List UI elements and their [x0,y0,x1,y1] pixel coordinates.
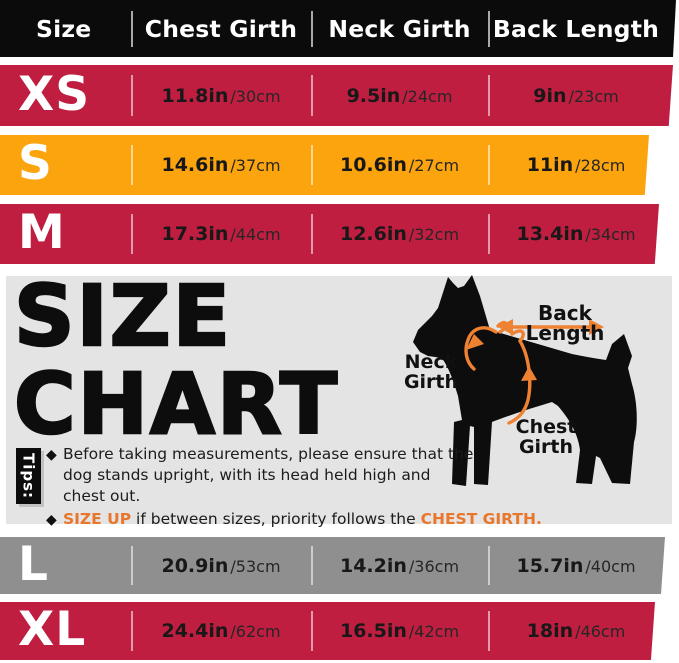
m-neck-value: 12.6in/32cm [339,223,460,245]
back-length-arrowhead-right [589,319,604,335]
column-divider [131,74,133,117]
column-divider [131,11,133,47]
column-divider [131,546,133,585]
neck-girth-arrowhead [466,334,484,350]
s-chest-value: 14.6in/37cm [161,154,281,176]
column-divider [488,546,490,585]
back-length-arrowhead-left [498,319,513,335]
xs-neck-value: 9.5in/24cm [346,84,453,107]
tips-list: ◆ Before taking measurements, please ensu… [46,444,542,530]
column-divider [488,144,490,186]
column-divider [488,213,490,255]
size-row-l: L 20.9in/53cm 14.2in/36cm 15.7in/40cm [0,536,679,594]
panel-title-line1: SIZE [13,267,233,365]
tip-2-accent-size-up: SIZE UP [63,510,132,528]
column-divider [131,213,133,255]
chest-girth-label: Chest Girth [515,416,577,458]
diamond-bullet-icon: ◆ [46,512,57,528]
diamond-bullet-icon: ◆ [46,447,57,463]
l-chest-value: 20.9in/53cm [161,554,281,577]
column-divider [131,611,133,651]
l-back-value: 15.7in/40cm [516,554,636,577]
column-divider [311,213,313,255]
panel-title-line2: CHART [13,355,340,453]
xl-back-value: 18in/46cm [526,620,626,642]
size-row-m: M 17.3in/44cm 12.6in/32cm 13.4in/34cm [0,204,679,264]
xl-neck-value: 16.5in/42cm [339,620,460,642]
size-row-xs: XS 11.8in/30cm 9.5in/24cm 9in/23cm [0,65,679,126]
m-chest-value: 17.3in/44cm [161,223,281,245]
back-length-label: Back Length [525,301,605,345]
arrowheads [466,319,604,381]
size-row-xl: XL 24.4in/62cm 16.5in/42cm 18in/46cm [0,602,679,660]
column-divider [488,11,490,47]
chest-girth-arc [507,339,532,425]
l-neck-value: 14.2in/36cm [339,554,460,577]
s-back-value: 11in/28cm [526,154,626,176]
column-divider [488,611,490,651]
header-chest-girth: Chest Girth [144,14,298,43]
header-size: Size [36,14,92,43]
header-neck-girth: Neck Girth [328,14,471,43]
xs-chest-value: 11.8in/30cm [161,84,281,107]
table-header-row: Size Chest Girth Neck Girth Back Length [0,0,679,57]
xl-chest-value: 24.4in/62cm [161,620,281,642]
column-divider [311,74,313,117]
size-label-xl: XL [18,601,87,657]
tips-tab: Tips: [16,448,41,504]
column-divider [311,611,313,651]
column-divider [311,144,313,186]
size-row-s: S 14.6in/37cm 10.6in/27cm 11in/28cm [0,135,679,195]
xs-back-value: 9in/23cm [533,84,619,107]
tip-2-accent-chest-girth: CHEST GIRTH. [420,510,542,528]
column-divider [131,144,133,186]
s-neck-value: 10.6in/27cm [339,154,460,176]
dog-measurement-diagram [413,275,637,486]
neck-girth-label: Neck Girth [403,351,459,393]
panel-title: SIZE CHART [13,267,340,453]
tip-2-text: if between sizes, priority follows the [131,510,421,528]
tip-1-text: Before taking measurements, please ensur… [63,445,474,505]
column-divider [488,74,490,117]
chest-girth-arrowhead [521,366,537,381]
column-divider [311,11,313,47]
tip-item-1: ◆ Before taking measurements, please ensu… [46,444,476,507]
chest-girth-arc-top [510,329,525,343]
size-label-s: S [18,135,53,191]
neck-girth-arc [464,326,498,371]
size-label-l: L [18,536,49,592]
size-label-m: M [18,204,66,260]
m-back-value: 13.4in/34cm [516,223,636,245]
tip-item-2: ◆ SIZE UP if between sizes, priority foll… [46,509,542,530]
column-divider [311,546,313,585]
size-label-xs: XS [18,66,91,122]
header-back-length: Back Length [492,14,660,43]
